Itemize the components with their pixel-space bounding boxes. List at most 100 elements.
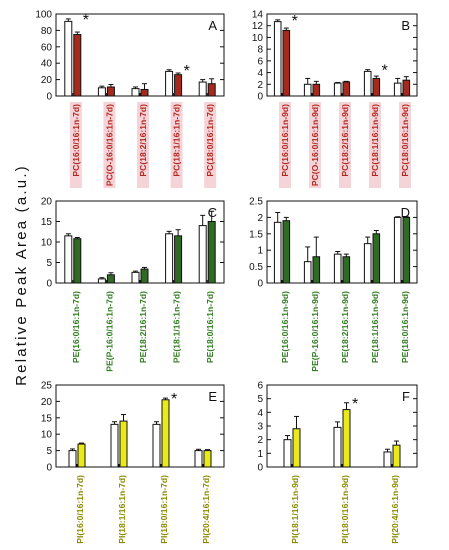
bar: [363, 243, 372, 284]
bar: [312, 256, 321, 284]
bar: [174, 74, 183, 97]
chart-panel-d: 0 0.5 1 1.5 2 2.5 D PE(16:0/16:1n-9d) PE(P-16:0/…: [249, 197, 418, 372]
bar: [312, 83, 321, 97]
bar: [174, 235, 183, 284]
category-label: PE(18:2/16:1n-9d): [340, 291, 350, 363]
category-label-background: [69, 102, 82, 188]
category-label: PC(O-16:0/16:1n-9d): [310, 104, 320, 186]
y-tick-label: 1.5: [249, 229, 263, 240]
significance-star: *: [171, 391, 177, 408]
y-tick-label: 40: [41, 59, 53, 70]
bar: [97, 278, 106, 284]
bar: [333, 82, 342, 97]
panel-letter: E: [208, 389, 217, 404]
chart-panel-e: 0 5 10 15 20 25 E PI(16:0/16:1n-7d) PI(18:1/16:1…: [41, 381, 225, 544]
y-tick-label: 5: [46, 258, 52, 269]
category-label-background: [309, 102, 321, 188]
category-label: PC(18:1/16:1n-7d): [172, 104, 182, 177]
bar: [303, 261, 312, 284]
category-label: PE(18:0/16:1n-7d): [205, 291, 215, 363]
panel-letter: C: [208, 205, 217, 220]
y-tick-label: 0: [46, 279, 52, 290]
bar: [198, 225, 207, 284]
plot-frame: [55, 384, 225, 468]
bar: [402, 79, 411, 97]
bar: [283, 439, 292, 468]
bar: [106, 274, 115, 284]
bar: [207, 83, 216, 97]
y-tick-label: 15: [41, 413, 53, 424]
category-label: PI(18:0/16:1n-9d): [340, 475, 350, 544]
bar: [333, 253, 342, 284]
bar: [194, 450, 203, 468]
category-label-background: [137, 102, 149, 188]
bar: [64, 20, 73, 97]
category-label: PC(16:0/16:1n-7d): [71, 104, 81, 177]
significance-star: *: [382, 63, 388, 80]
bar: [342, 256, 351, 284]
y-tick-label: 20: [41, 75, 53, 86]
y-tick-label: 4: [257, 68, 263, 79]
y-tick-label: 8: [257, 45, 263, 56]
panel-letter: B: [401, 18, 410, 33]
category-label: PI(18:1/16:1n-9d): [290, 475, 300, 544]
category-label: PE(16:0/16:1n-7d): [71, 291, 81, 363]
y-tick-label: 2.5: [249, 197, 263, 208]
bar: [273, 21, 282, 97]
y-tick-label: 5: [46, 446, 52, 457]
bar: [73, 34, 82, 97]
bar: [140, 268, 149, 284]
category-label: PC(18:0/16:1n-9d): [400, 104, 410, 177]
y-axis-label: Relative Peak Area (a.u.): [13, 164, 30, 386]
bar: [282, 29, 291, 97]
bar: [393, 82, 402, 97]
y-tick-label: 0: [257, 279, 263, 290]
bar: [165, 70, 174, 97]
category-label: PE(18:0/16:1n-9d): [400, 291, 410, 363]
category-label: PE(18:2/16:1n-7d): [138, 291, 148, 363]
category-label: PI(16:0/16:1n-7d): [75, 475, 85, 544]
category-label: PI(18:0/16:1n-7d): [159, 475, 169, 544]
significance-star: *: [83, 12, 89, 29]
bar: [97, 87, 106, 97]
y-tick-label: 1: [257, 449, 263, 460]
y-tick-label: 0: [257, 463, 263, 474]
bar: [64, 235, 73, 284]
bar: [402, 216, 411, 284]
significance-star: *: [184, 63, 190, 80]
y-tick-label: 0: [46, 92, 52, 103]
category-label: PC(18:2/16:1n-7d): [138, 104, 148, 177]
bar: [131, 271, 140, 284]
bar: [372, 77, 381, 97]
y-tick-label: 14: [252, 10, 264, 21]
category-label-background: [103, 102, 116, 188]
y-tick-label: 1: [257, 246, 263, 257]
y-tick-label: 6: [257, 56, 263, 67]
bar: [68, 450, 77, 468]
category-label: PE(P-16:0/16:1n-7d): [104, 291, 114, 372]
y-tick-label: 0: [257, 92, 263, 103]
y-tick-label: 2: [257, 213, 263, 224]
chart-panel-c: 0 5 10 15 20 C PE(16:0/16:1n-7d) PE(P-16:0/16:1…: [41, 197, 225, 372]
bar: [73, 238, 82, 284]
category-label: PC(O-16:0/16:1n-7d): [104, 104, 114, 186]
category-label-background: [369, 102, 381, 188]
bar: [303, 83, 312, 97]
bar: [342, 409, 351, 468]
y-tick-label: 3: [257, 422, 263, 433]
category-label: PE(P-16:0/16:1n-9d): [310, 291, 320, 372]
bar: [203, 450, 212, 468]
bar: [106, 86, 115, 97]
y-tick-label: 100: [35, 10, 52, 21]
bar: [140, 88, 149, 97]
y-tick-label: 10: [41, 430, 53, 441]
y-tick-label: 80: [41, 26, 53, 37]
category-label-background: [399, 102, 411, 188]
bar: [372, 233, 381, 284]
bar: [198, 81, 207, 97]
y-tick-label: 60: [41, 42, 53, 53]
y-tick-label: 10: [252, 33, 264, 44]
y-tick-label: 0.5: [249, 262, 263, 273]
category-label: PI(20:4/16:1n-7d): [201, 475, 211, 544]
